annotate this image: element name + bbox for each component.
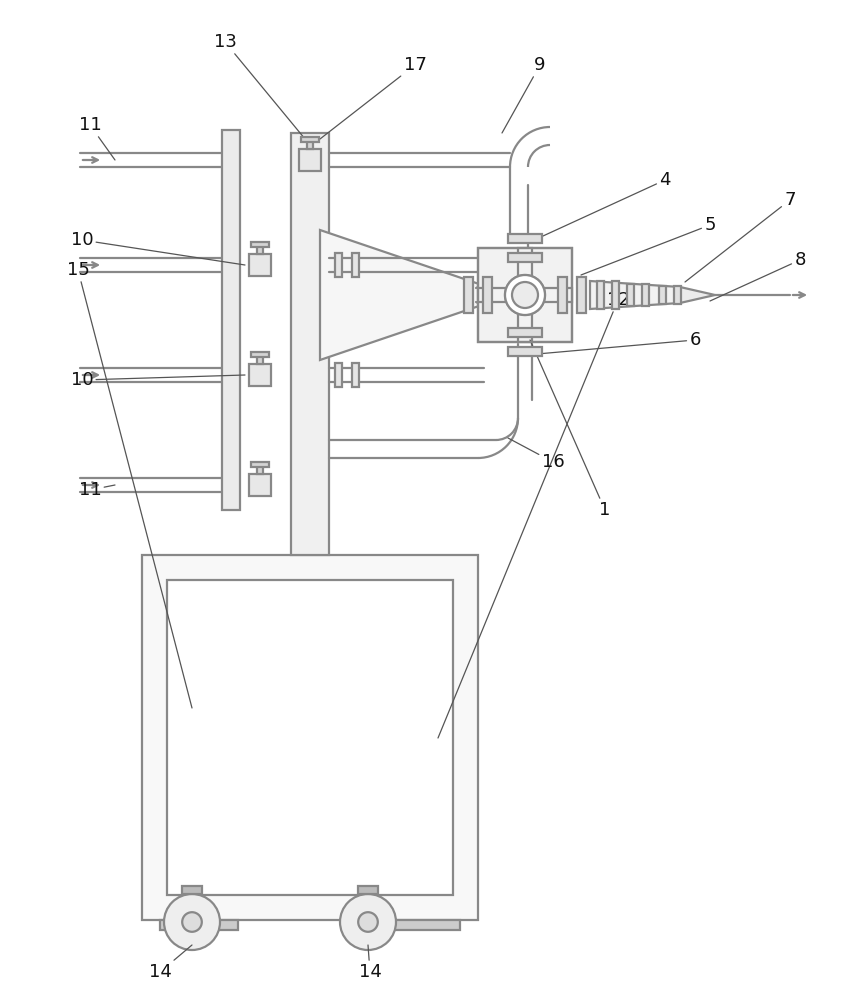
Bar <box>352 363 359 387</box>
Bar <box>659 286 666 304</box>
Bar <box>251 462 269 467</box>
Bar <box>627 284 634 306</box>
Bar <box>518 248 532 342</box>
Bar <box>301 137 319 142</box>
Bar <box>167 580 453 895</box>
Bar <box>382 920 460 930</box>
Circle shape <box>505 275 545 315</box>
Circle shape <box>340 894 396 950</box>
Bar <box>291 133 329 555</box>
Text: 8: 8 <box>710 251 806 301</box>
Bar <box>249 474 271 496</box>
Text: 10: 10 <box>71 231 245 265</box>
Polygon shape <box>680 287 715 303</box>
Polygon shape <box>320 230 482 360</box>
Bar <box>478 248 572 342</box>
Bar <box>257 246 263 254</box>
Text: 5: 5 <box>581 216 716 275</box>
Circle shape <box>358 912 378 932</box>
Text: 15: 15 <box>67 261 192 708</box>
Bar <box>335 253 342 277</box>
Bar <box>222 130 240 510</box>
Text: 14: 14 <box>359 945 381 981</box>
Bar <box>558 277 567 313</box>
Bar <box>251 352 269 357</box>
Text: 13: 13 <box>214 33 310 145</box>
Text: 10: 10 <box>71 371 245 389</box>
Bar <box>478 288 572 302</box>
Bar <box>307 141 313 149</box>
Bar <box>674 286 681 304</box>
Circle shape <box>512 282 538 308</box>
Bar <box>642 284 649 306</box>
Bar <box>257 466 263 474</box>
Bar <box>358 886 378 894</box>
Text: 7: 7 <box>685 191 796 282</box>
Bar <box>335 363 342 387</box>
Circle shape <box>505 275 545 315</box>
Bar <box>478 248 572 342</box>
Circle shape <box>164 894 220 950</box>
Text: 1: 1 <box>530 340 610 519</box>
Polygon shape <box>590 281 680 309</box>
Bar <box>508 234 542 243</box>
Circle shape <box>182 912 202 932</box>
Text: 12: 12 <box>438 291 630 738</box>
Text: 9: 9 <box>502 56 546 133</box>
Bar <box>508 328 542 337</box>
Bar <box>597 281 604 309</box>
Bar <box>249 254 271 276</box>
Bar <box>160 920 238 930</box>
Bar <box>299 149 321 171</box>
Text: 16: 16 <box>508 438 564 471</box>
Bar <box>142 555 478 920</box>
Text: 14: 14 <box>148 945 192 981</box>
Bar <box>182 886 202 894</box>
Text: 11: 11 <box>78 116 115 160</box>
Bar <box>577 277 586 313</box>
Bar <box>612 281 619 309</box>
Bar <box>251 242 269 247</box>
Bar <box>508 253 542 262</box>
Text: 17: 17 <box>320 56 426 139</box>
Bar <box>508 347 542 356</box>
Bar <box>464 277 473 313</box>
Bar <box>249 364 271 386</box>
Text: 11: 11 <box>78 481 115 499</box>
Bar <box>352 253 359 277</box>
Text: 6: 6 <box>537 331 701 354</box>
Text: 4: 4 <box>543 171 671 236</box>
Bar <box>483 277 492 313</box>
Bar <box>257 356 263 364</box>
Circle shape <box>512 282 538 308</box>
